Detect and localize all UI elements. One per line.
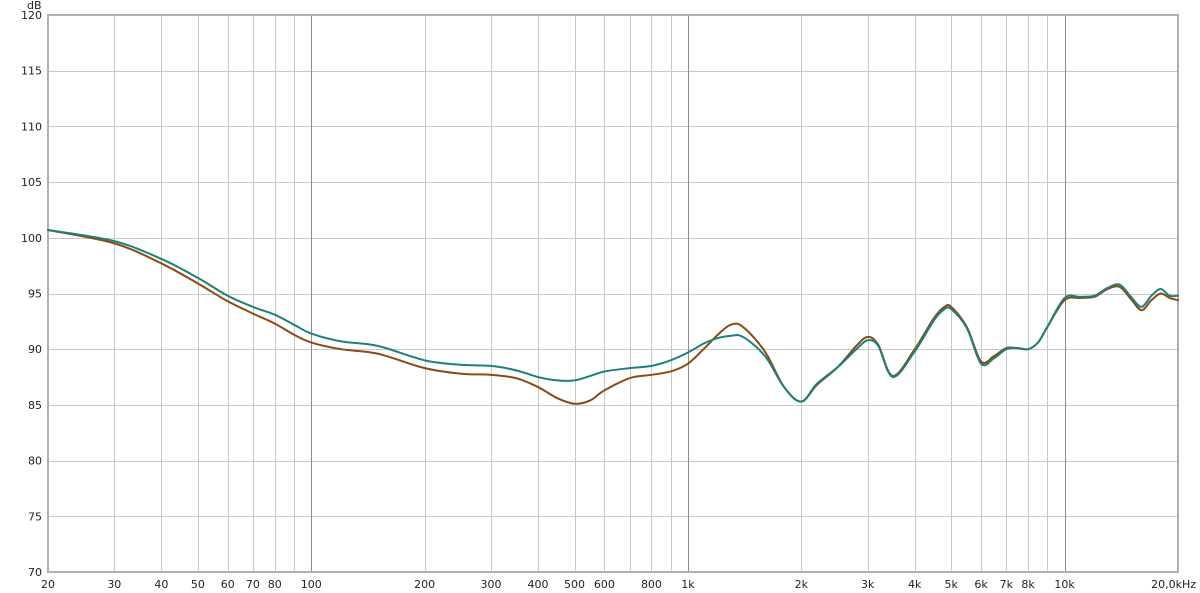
y-tick-labels: 70 75 80 85 90 95 100 105 110 115 120	[21, 9, 42, 579]
y-tick-label: 120	[21, 9, 42, 22]
x-tick-label: 200	[414, 578, 435, 591]
series-layer	[47, 229, 1179, 405]
y-tick-label: 85	[28, 399, 42, 412]
x-tick-label: 3k	[861, 578, 875, 591]
series-line-2	[47, 229, 1179, 403]
grid-layer	[48, 15, 1179, 573]
x-tick-label: 6k	[974, 578, 988, 591]
y-tick-label: 115	[21, 65, 42, 78]
x-tick-label: 4k	[908, 578, 922, 591]
x-tick-label: 100	[301, 578, 322, 591]
y-tick-label: 80	[28, 455, 42, 468]
x-tick-label: 500	[564, 578, 585, 591]
plot-frame	[47, 14, 1179, 573]
y-tick-label: 105	[21, 176, 42, 189]
x-tick-label: 8k	[1021, 578, 1035, 591]
x-tick-label: 50	[191, 578, 205, 591]
x-tick-label: 20,0kHz	[1151, 578, 1196, 591]
x-tick-label: 80	[268, 578, 282, 591]
y-axis-label: dB	[27, 0, 42, 12]
x-tick-label: 300	[480, 578, 501, 591]
x-tick-label: 40	[154, 578, 168, 591]
x-tick-label: 60	[221, 578, 235, 591]
x-tick-label: 20	[41, 578, 55, 591]
x-tick-label: 2k	[795, 578, 809, 591]
x-tick-label: 800	[641, 578, 662, 591]
y-tick-label: 70	[28, 566, 42, 579]
x-tick-label: 400	[528, 578, 549, 591]
y-tick-label: 90	[28, 343, 42, 356]
x-tick-label: 7k	[1000, 578, 1014, 591]
y-tick-label: 110	[21, 120, 42, 133]
x-tick-label: 1k	[681, 578, 695, 591]
series-line-1	[47, 229, 1179, 405]
x-tick-label: 70	[246, 578, 260, 591]
x-tick-labels: 20 30 40 50 60 70 80 100 200 300 400 500 600 800 1k 2k 3…	[41, 578, 1196, 591]
x-tick-label: 600	[594, 578, 615, 591]
x-tick-label: 5k	[945, 578, 959, 591]
y-tick-label: 100	[21, 232, 42, 245]
x-tick-label: 30	[107, 578, 121, 591]
y-tick-label: 75	[28, 510, 42, 523]
x-tick-label: 10k	[1054, 578, 1075, 591]
y-tick-label: 95	[28, 288, 42, 301]
